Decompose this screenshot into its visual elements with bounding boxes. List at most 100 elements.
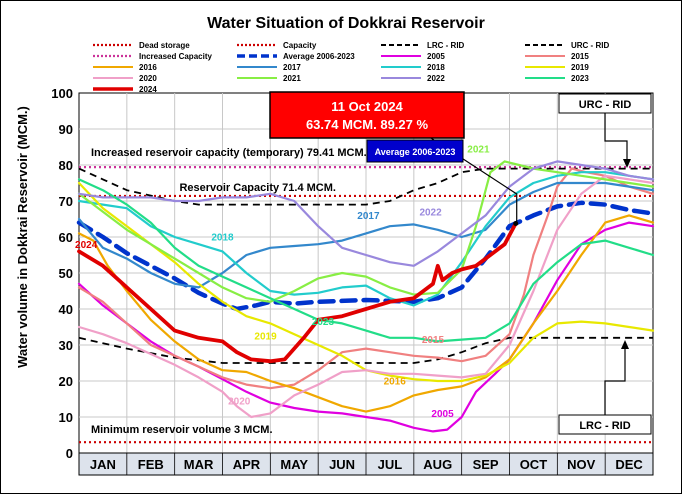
x-tick-label: AUG <box>423 457 452 472</box>
series-line <box>77 178 655 343</box>
legend-entry: 2015 <box>525 52 589 61</box>
label-box-text: LRC - RID <box>579 420 630 432</box>
legend-label: 2016 <box>139 63 157 72</box>
legend-label: 2018 <box>427 63 445 72</box>
rule-curve-label-box: URC - RID <box>558 93 652 161</box>
current-value-callout: 11 Oct 2024 63.74 MCM. 89.27 % <box>269 91 519 227</box>
series-label: 2024 <box>75 240 98 251</box>
chart-title: Water Situation of Dokkrai Reservoir <box>207 15 485 32</box>
legend-entry: 2024 <box>93 85 157 94</box>
legend-label: 2024 <box>139 85 157 94</box>
series-label: 2015 <box>422 335 445 346</box>
series-label: 2019 <box>254 332 277 343</box>
legend-label: 2019 <box>571 63 589 72</box>
legend-entry: 2019 <box>525 63 589 72</box>
legend-label: 2021 <box>283 74 301 83</box>
series-label: 2020 <box>228 396 251 407</box>
x-tick-label: JAN <box>90 457 116 472</box>
callout-marker <box>513 221 519 227</box>
series-line <box>77 174 655 419</box>
legend: Dead storage Capacity LRC - RID URC - RID In… <box>93 41 609 94</box>
y-tick-label: 0 <box>66 446 73 461</box>
legend-label: Increased Capacity <box>139 52 212 61</box>
series-line <box>77 167 655 390</box>
legend-entry: 2022 <box>381 74 445 83</box>
average-label: Average 2006-2023 <box>366 139 464 163</box>
legend-label: 2015 <box>571 52 589 61</box>
legend-entry: 2005 <box>381 52 445 61</box>
x-tick-label: JUN <box>329 457 355 472</box>
legend-label: Dead storage <box>139 41 190 50</box>
callout-box <box>269 91 465 139</box>
y-tick-label: 40 <box>59 302 73 317</box>
series-label: 2018 <box>211 233 234 244</box>
callout-date: 11 Oct 2024 <box>331 99 403 114</box>
y-tick-label: 30 <box>59 338 73 353</box>
legend-label: 2020 <box>139 74 157 83</box>
y-tick-label: 10 <box>59 410 73 425</box>
series-label: 2022 <box>419 207 442 218</box>
annotation-minimum: Minimum reservoir volume 3 MCM. <box>91 424 273 436</box>
average-label-text: Average 2006-2023 <box>375 147 456 157</box>
label-box-text: URC - RID <box>579 99 632 111</box>
x-tick-label: DEC <box>615 457 643 472</box>
x-tick-label: NOV <box>567 457 596 472</box>
callout-value: 63.74 MCM. 89.27 % <box>306 117 429 132</box>
series-line <box>77 171 655 307</box>
legend-entry: Average 2006-2023 <box>237 52 355 61</box>
y-tick-label: 80 <box>59 158 73 173</box>
legend-entry: 2016 <box>93 63 157 72</box>
x-tick-label: JUL <box>378 457 403 472</box>
x-tick-label: APR <box>233 457 261 472</box>
arrow-head <box>623 159 631 168</box>
rule-curve <box>78 167 653 206</box>
average-label-box <box>366 139 464 163</box>
rule-curve-label-box: LRC - RID <box>558 347 652 435</box>
y-tick-label: 50 <box>59 266 73 281</box>
legend-entry: 2023 <box>525 74 589 83</box>
x-tick-label: MAR <box>184 457 214 472</box>
legend-label: 2023 <box>571 74 589 83</box>
rule-curve <box>78 336 653 364</box>
series-line <box>77 160 655 303</box>
legend-entry: Increased Capacity <box>93 52 212 61</box>
series-label: 2021 <box>467 144 490 155</box>
x-tick-label: SEP <box>473 457 499 472</box>
legend-label: 2022 <box>427 74 445 83</box>
y-tick-label: 60 <box>59 230 73 245</box>
series-line <box>77 221 518 364</box>
legend-label: Average 2006-2023 <box>283 52 355 61</box>
series-label: 2016 <box>384 377 407 388</box>
series-label: 2017 <box>357 211 380 222</box>
series-line <box>76 200 656 312</box>
y-tick-label: 20 <box>59 374 73 389</box>
plot-area: 0 10 20 30 40 50 60 70 80 90 100 JAN FEB MAR APR MAY JUN… <box>51 86 656 476</box>
y-tick-label: 70 <box>59 194 73 209</box>
series-line <box>77 214 655 413</box>
series-label: 2023 <box>312 317 335 328</box>
legend-entry: 2021 <box>237 74 301 83</box>
series-line <box>77 181 655 289</box>
legend-entry: 2020 <box>93 74 157 83</box>
legend-label: URC - RID <box>571 41 609 50</box>
legend-label: 2005 <box>427 52 445 61</box>
legend-label: 2017 <box>283 63 301 72</box>
legend-entry: 2017 <box>237 63 301 72</box>
x-tick-label: MAY <box>280 457 308 472</box>
legend-entry: URC - RID <box>525 41 609 50</box>
label-arrow <box>604 113 628 161</box>
annotation-increased-capacity: Increased reservoir capacity (temporary)… <box>91 147 367 159</box>
legend-label: LRC - RID <box>427 41 465 50</box>
y-tick-label: 100 <box>51 86 73 101</box>
label-arrow <box>604 347 626 415</box>
legend-entry: LRC - RID <box>381 41 465 50</box>
legend-entry: Dead storage <box>93 41 190 50</box>
y-tick-label: 90 <box>59 122 73 137</box>
legend-entry: 2018 <box>381 63 445 72</box>
legend-label: Capacity <box>283 41 317 50</box>
annotation-capacity: Reservoir Capacity 71.4 MCM. <box>179 182 336 194</box>
arrow-head <box>621 340 629 349</box>
series-label: 2005 <box>431 409 454 420</box>
